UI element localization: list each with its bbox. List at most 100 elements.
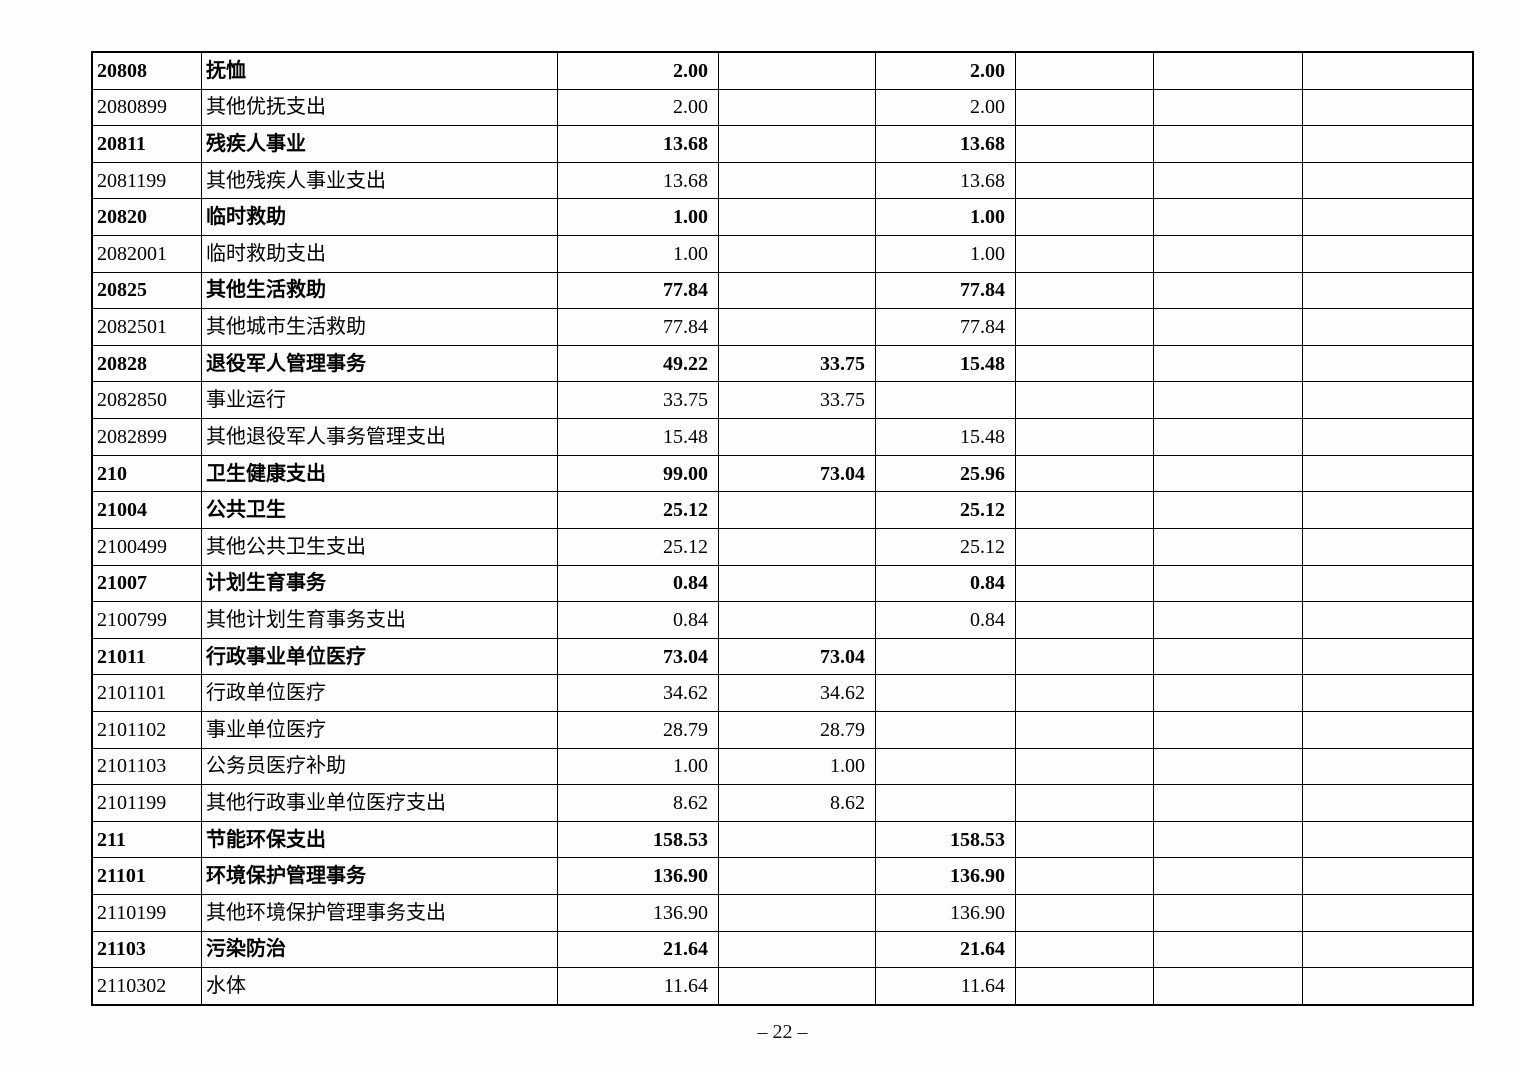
table-row: 2110302 水体 11.64 11.64 xyxy=(93,968,1472,1004)
table-row: 20828 退役军人管理事务 49.22 33.75 15.48 xyxy=(93,345,1472,383)
amount-col2-cell: 1.00 xyxy=(719,748,876,785)
amount-col3-cell: 77.84 xyxy=(876,272,1016,309)
name-cell: 公共卫生 xyxy=(202,492,558,528)
name-cell: 污染防治 xyxy=(202,931,558,968)
table-row: 21101 环境保护管理事务 136.90 136.90 xyxy=(93,858,1472,896)
empty-cell-7 xyxy=(1154,126,1303,162)
amount-col3-cell: 25.96 xyxy=(876,455,1016,492)
amount-col2-cell xyxy=(719,272,876,309)
amount-col2-cell: 34.62 xyxy=(719,675,876,711)
empty-cell-8 xyxy=(1303,675,1472,711)
table-row: 21011 行政事业单位医疗 73.04 73.04 xyxy=(93,638,1472,676)
empty-cell-8 xyxy=(1303,858,1472,894)
amount-col2-cell xyxy=(719,968,876,1004)
empty-cell-6 xyxy=(1016,711,1154,748)
table-row: 2082850 事业运行 33.75 33.75 xyxy=(93,382,1472,420)
empty-cell-8 xyxy=(1303,712,1472,748)
empty-cell-7 xyxy=(1154,236,1303,272)
empty-cell-8 xyxy=(1303,529,1472,565)
amount-col3-cell xyxy=(876,748,1016,785)
empty-cell-8 xyxy=(1303,90,1472,126)
code-cell: 20828 xyxy=(93,345,202,382)
empty-cell-6 xyxy=(1016,821,1154,858)
empty-cell-7 xyxy=(1154,309,1303,345)
amount-col2-cell xyxy=(719,199,876,236)
table-row: 2100799 其他计划生育事务支出 0.84 0.84 xyxy=(93,602,1472,639)
amount-col2-cell xyxy=(719,419,876,455)
amount-col3-cell: 136.90 xyxy=(876,895,1016,931)
amount-total-cell: 1.00 xyxy=(558,748,719,785)
name-cell: 行政单位医疗 xyxy=(202,675,558,711)
empty-cell-7 xyxy=(1154,748,1303,785)
empty-cell-8 xyxy=(1303,199,1472,235)
code-cell: 2110199 xyxy=(93,895,202,931)
empty-cell-7 xyxy=(1154,565,1303,602)
empty-cell-7 xyxy=(1154,602,1303,638)
amount-col3-cell: 13.68 xyxy=(876,162,1016,199)
amount-col3-cell: 25.12 xyxy=(876,492,1016,528)
name-cell: 其他环境保护管理事务支出 xyxy=(202,895,558,931)
name-cell: 其他行政事业单位医疗支出 xyxy=(202,785,558,821)
amount-col3-cell: 2.00 xyxy=(876,53,1016,89)
empty-cell-7 xyxy=(1154,345,1303,382)
empty-cell-6 xyxy=(1016,968,1154,1004)
amount-col2-cell xyxy=(719,492,876,528)
name-cell: 残疾人事业 xyxy=(202,126,558,162)
code-cell: 21004 xyxy=(93,492,202,528)
code-cell: 210 xyxy=(93,455,202,492)
amount-total-cell: 2.00 xyxy=(558,89,719,126)
table-row: 210 卫生健康支出 99.00 73.04 25.96 xyxy=(93,455,1472,493)
empty-cell-8 xyxy=(1303,822,1472,858)
name-cell: 节能环保支出 xyxy=(202,821,558,858)
empty-cell-7 xyxy=(1154,821,1303,858)
amount-col2-cell xyxy=(719,602,876,638)
empty-cell-8 xyxy=(1303,382,1472,418)
amount-total-cell: 99.00 xyxy=(558,455,719,492)
empty-cell-6 xyxy=(1016,638,1154,675)
empty-cell-8 xyxy=(1303,566,1472,602)
code-cell: 2080899 xyxy=(93,89,202,126)
empty-cell-8 xyxy=(1303,492,1472,528)
empty-cell-6 xyxy=(1016,492,1154,528)
amount-col2-cell: 28.79 xyxy=(719,711,876,748)
amount-col3-cell: 15.48 xyxy=(876,345,1016,382)
amount-col3-cell: 0.84 xyxy=(876,602,1016,638)
empty-cell-6 xyxy=(1016,895,1154,931)
empty-cell-8 xyxy=(1303,126,1472,162)
name-cell: 其他生活救助 xyxy=(202,272,558,309)
empty-cell-8 xyxy=(1303,639,1472,675)
amount-total-cell: 77.84 xyxy=(558,272,719,309)
empty-cell-8 xyxy=(1303,968,1472,1004)
code-cell: 2100799 xyxy=(93,602,202,638)
table-row: 20820 临时救助 1.00 1.00 xyxy=(93,199,1472,237)
amount-col2-cell: 73.04 xyxy=(719,638,876,675)
amount-total-cell: 11.64 xyxy=(558,968,719,1004)
empty-cell-6 xyxy=(1016,858,1154,895)
amount-total-cell: 34.62 xyxy=(558,675,719,711)
name-cell: 其他残疾人事业支出 xyxy=(202,162,558,199)
code-cell: 21103 xyxy=(93,931,202,968)
table-row: 20808 抚恤 2.00 2.00 xyxy=(93,53,1472,90)
empty-cell-8 xyxy=(1303,163,1472,199)
empty-cell-7 xyxy=(1154,382,1303,419)
code-cell: 20808 xyxy=(93,53,202,89)
amount-col3-cell xyxy=(876,785,1016,821)
table-row: 211 节能环保支出 158.53 158.53 xyxy=(93,821,1472,859)
amount-total-cell: 8.62 xyxy=(558,785,719,821)
amount-col3-cell: 1.00 xyxy=(876,236,1016,272)
name-cell: 行政事业单位医疗 xyxy=(202,638,558,675)
amount-col3-cell: 136.90 xyxy=(876,858,1016,895)
table-row: 2100499 其他公共卫生支出 25.12 25.12 xyxy=(93,528,1472,566)
name-cell: 环境保护管理事务 xyxy=(202,858,558,895)
amount-total-cell: 136.90 xyxy=(558,858,719,895)
table-row: 2101103 公务员医疗补助 1.00 1.00 xyxy=(93,748,1472,786)
amount-total-cell: 21.64 xyxy=(558,931,719,968)
empty-cell-8 xyxy=(1303,236,1472,272)
table-row: 2082899 其他退役军人事务管理支出 15.48 15.48 xyxy=(93,419,1472,456)
amount-total-cell: 49.22 xyxy=(558,345,719,382)
name-cell: 卫生健康支出 xyxy=(202,455,558,492)
code-cell: 21007 xyxy=(93,565,202,602)
empty-cell-8 xyxy=(1303,932,1472,968)
name-cell: 计划生育事务 xyxy=(202,565,558,602)
table-row: 2110199 其他环境保护管理事务支出 136.90 136.90 xyxy=(93,895,1472,932)
